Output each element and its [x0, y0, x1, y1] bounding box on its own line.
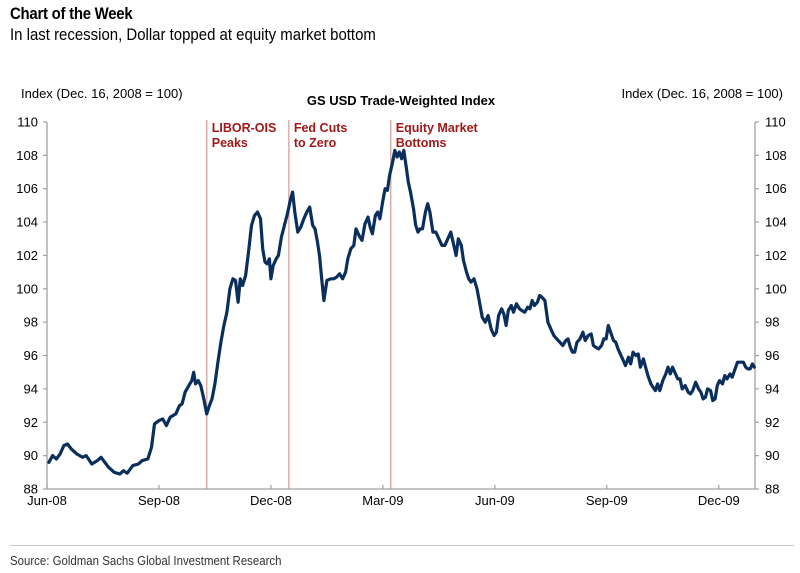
event-annotation: Fed Cuts: [294, 121, 348, 135]
y-tick-label-left: 110: [17, 115, 38, 130]
y-tick-label-right: 96: [765, 348, 779, 363]
source-note: Source: Goldman Sachs Global Investment …: [10, 553, 282, 568]
y-tick-label-right: 102: [765, 248, 787, 263]
page-subtitle: In last recession, Dollar topped at equi…: [10, 25, 376, 44]
y-tick-label-right: 90: [765, 448, 779, 463]
y-tick-label-left: 96: [24, 348, 38, 363]
x-tick-label: Mar-09: [362, 493, 403, 508]
series: [47, 148, 756, 476]
y-tick-label-right: 110: [765, 115, 786, 130]
y-tick-label-left: 100: [16, 281, 38, 296]
y-tick-label-right: 100: [765, 281, 787, 296]
y-tick-label-right: 94: [765, 381, 779, 396]
y-tick-label-left: 94: [24, 381, 38, 396]
x-tick-label: Sep-09: [586, 493, 628, 508]
y-tick-label-right: 98: [765, 315, 779, 330]
y-tick-label-right: 88: [765, 482, 779, 497]
y-tick-label-left: 108: [16, 148, 38, 163]
y-tick-label-left: 102: [16, 248, 38, 263]
y-tick-label-left: 88: [24, 482, 38, 497]
event-annotation: Equity Market: [396, 121, 479, 135]
y-tick-label-right: 104: [765, 215, 787, 230]
right-axis-unit-label: Index (Dec. 16, 2008 = 100): [621, 86, 783, 101]
event-annotation: LIBOR-OIS: [212, 121, 277, 135]
y-tick-label-right: 106: [765, 181, 787, 196]
left-axis-unit-label: Index (Dec. 16, 2008 = 100): [21, 86, 183, 101]
x-tick-label: Jun-09: [475, 493, 515, 508]
y-tick-label-left: 92: [24, 415, 38, 430]
y-tick-label-left: 98: [24, 315, 38, 330]
x-tick-label: Dec-08: [250, 493, 292, 508]
chart-title-wrap: GS USD Trade-Weighted Index: [0, 93, 800, 108]
x-tick-label: Dec-09: [698, 493, 740, 508]
y-tick-label-left: 90: [24, 448, 38, 463]
event-annotation: to Zero: [294, 136, 337, 150]
event-annotation: Bottoms: [396, 136, 447, 150]
y-tick-label-left: 104: [16, 215, 38, 230]
x-tick-label: Sep-08: [138, 493, 180, 508]
y-tick-label-right: 108: [765, 148, 787, 163]
series-line-usd-twi: [47, 148, 756, 476]
footer-divider: [10, 545, 794, 546]
y-tick-label-left: 106: [16, 181, 38, 196]
event-annotation: Peaks: [212, 136, 248, 150]
axes: 88 88 90 90 92 92 94 94 96 96 98 98 100 100 102 102 104 1…: [16, 115, 786, 509]
chart-title: GS USD Trade-Weighted Index: [306, 93, 496, 108]
x-tick-label: Jun-08: [27, 493, 67, 508]
page-title: Chart of the Week: [10, 4, 133, 23]
y-tick-label-right: 92: [765, 415, 779, 430]
